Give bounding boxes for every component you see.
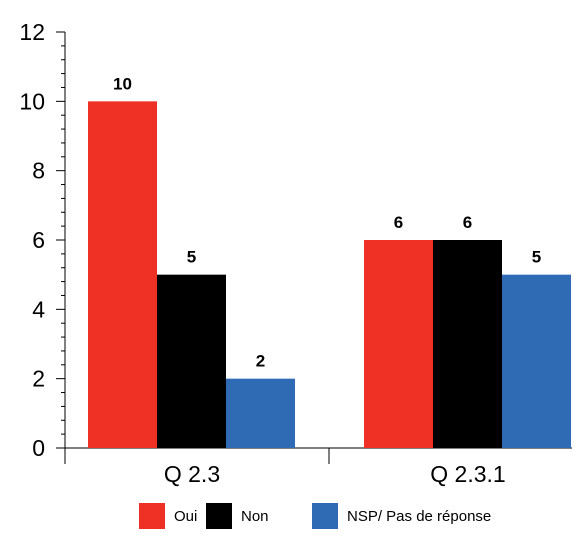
data-labels: 10 5 2 6 6 5 (113, 74, 541, 370)
bar (226, 378, 295, 448)
y-axis: 0 2 4 6 8 10 12 (19, 19, 66, 461)
y-tick-label: 12 (19, 19, 45, 45)
x-axis: Q 2.3 Q 2.3.1 (56, 447, 572, 487)
bar (502, 274, 571, 448)
legend-label: Oui (174, 508, 197, 525)
bar (157, 274, 226, 448)
bar (364, 240, 433, 448)
x-category-label: Q 2.3.1 (430, 461, 505, 487)
bar-value-label: 6 (463, 213, 472, 232)
bar-value-label: 5 (532, 248, 541, 267)
legend-swatch (139, 503, 165, 529)
bar (433, 240, 502, 448)
legend: Oui Non NSP/ Pas de réponse (139, 503, 491, 529)
bar-value-label: 6 (394, 213, 403, 232)
x-category-label: Q 2.3 (164, 461, 220, 487)
y-tick-label: 2 (32, 366, 45, 392)
legend-swatch (206, 503, 232, 529)
legend-label: Non (241, 508, 269, 525)
legend-swatch (312, 503, 338, 529)
y-tick-label: 4 (32, 296, 45, 322)
y-tick-label: 0 (32, 435, 45, 461)
bar (88, 101, 157, 448)
y-tick-label: 8 (32, 158, 45, 184)
bar-value-label: 2 (256, 352, 265, 371)
bar-value-label: 5 (187, 248, 196, 267)
y-tick-label: 6 (32, 227, 45, 253)
y-tick-label: 10 (19, 88, 45, 114)
legend-label: NSP/ Pas de réponse (347, 508, 491, 525)
bar-value-label: 10 (113, 74, 132, 93)
bars (88, 101, 571, 448)
